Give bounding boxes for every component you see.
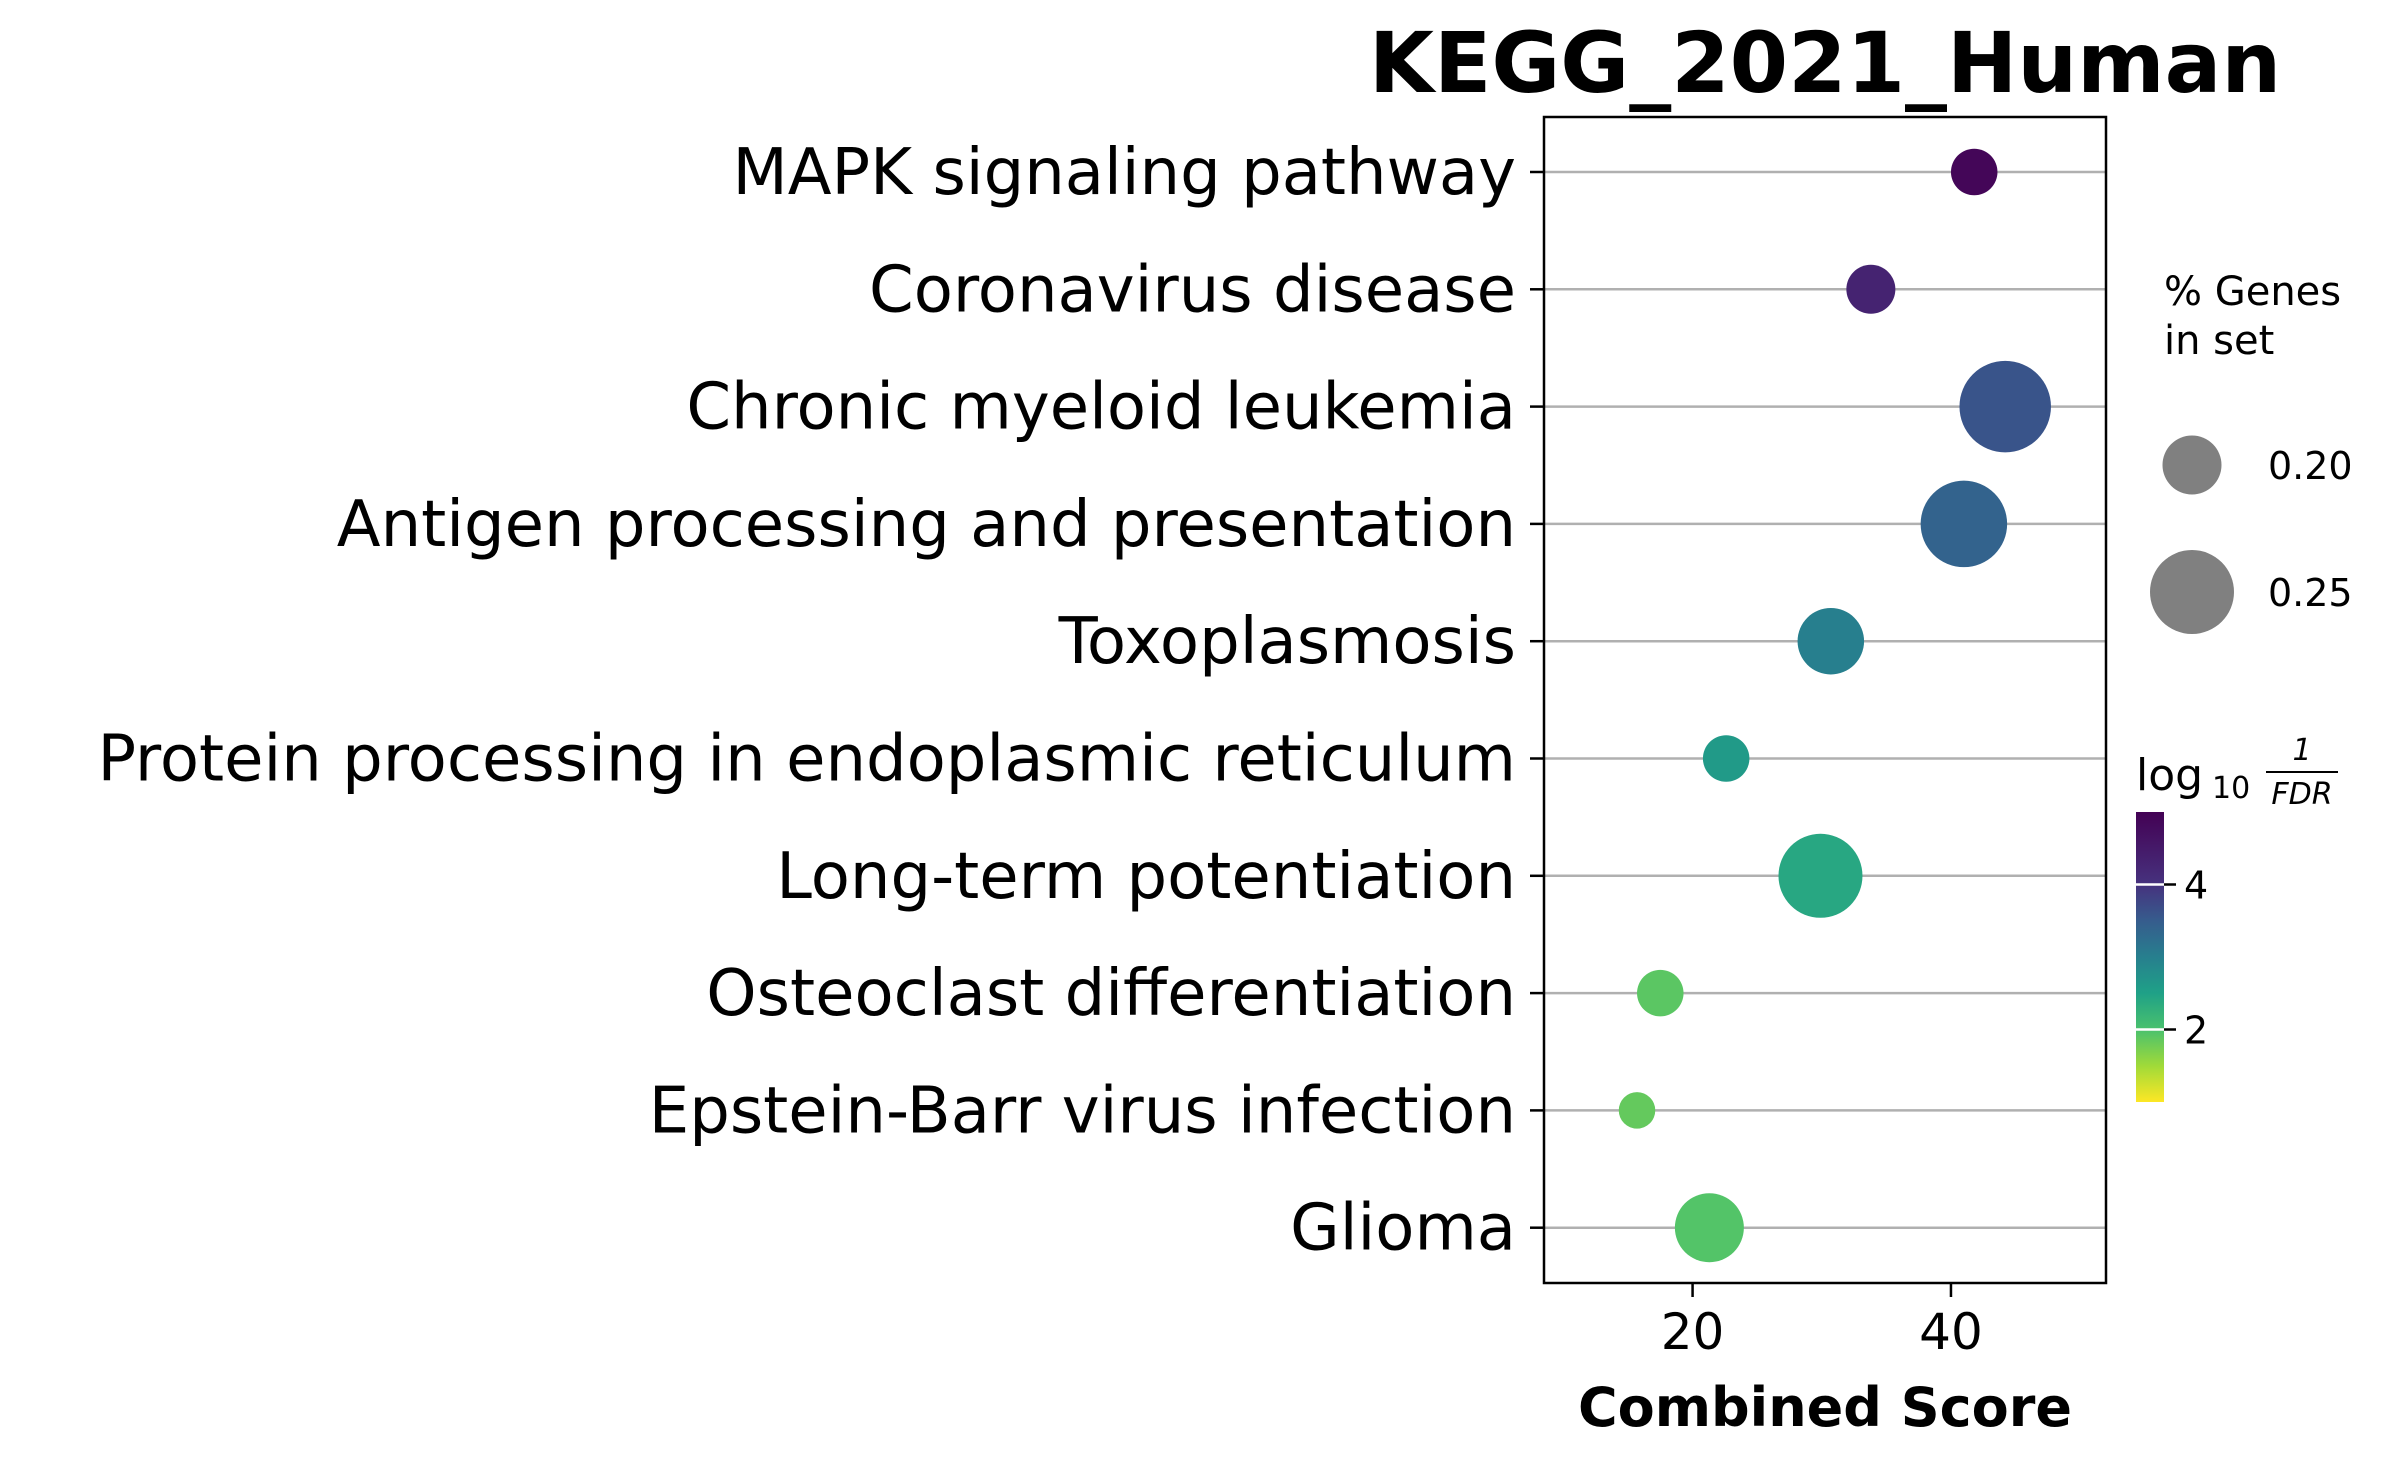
size-legend: % Genes in set 0.20 0.25 — [2150, 269, 2353, 634]
gridlines — [1544, 170, 2106, 1229]
y-tick-label: Glioma — [1290, 1192, 1516, 1266]
data-point — [1950, 148, 1998, 196]
colorbar-gradient — [2136, 812, 2164, 1102]
size-legend-marker — [2150, 550, 2234, 634]
data-point — [1618, 1092, 1656, 1129]
size-legend-title-line1: % Genes — [2164, 269, 2341, 315]
colorbar: log 10 1 FDR 24 — [2136, 733, 2338, 1102]
data-point — [1797, 607, 1865, 675]
data-point — [1920, 480, 2008, 568]
y-tick-label: Protein processing in endoplasmic reticu… — [97, 723, 1516, 797]
colorbar-title-subscript: 10 — [2212, 771, 2250, 806]
data-point — [1674, 1193, 1744, 1263]
colorbar-ticks: 24 — [2136, 864, 2208, 1053]
y-tick-label: Antigen processing and presentation — [337, 488, 1516, 562]
y-ticks — [1530, 170, 1544, 1229]
data-point — [1702, 735, 1750, 782]
y-tick-label: Long-term potentiation — [776, 840, 1516, 914]
data-points — [1618, 148, 2051, 1263]
data-point — [1637, 969, 1684, 1017]
y-tick-label: Chronic myeloid leukemia — [686, 371, 1516, 445]
size-legend-label: 0.25 — [2268, 571, 2353, 615]
colorbar-tick-label: 2 — [2184, 1009, 2208, 1053]
x-ticks: 20 40 — [1661, 1283, 1983, 1361]
size-legend-entries: 0.20 0.25 — [2150, 435, 2353, 634]
data-point — [1778, 833, 1863, 918]
size-legend-marker — [2162, 435, 2222, 495]
colorbar-title-log: log — [2136, 750, 2203, 801]
y-tick-label: Coronavirus disease — [869, 253, 1516, 327]
data-point — [1846, 264, 1896, 314]
y-tick-label: MAPK signaling pathway — [733, 136, 1516, 210]
y-tick-label: Toxoplasmosis — [1058, 605, 1516, 679]
data-point — [1959, 360, 2051, 453]
colorbar-tick-label: 4 — [2184, 864, 2208, 908]
x-axis-title: Combined Score — [1578, 1376, 2072, 1439]
x-tick-label: 20 — [1661, 1303, 1725, 1361]
size-legend-title-line2: in set — [2164, 318, 2274, 364]
y-tick-labels: MAPK signaling pathway Coronavirus diseas… — [97, 136, 1516, 1266]
colorbar-title-numerator: 1 — [2292, 733, 2311, 768]
y-tick-label: Osteoclast differentiation — [706, 957, 1516, 1031]
x-tick-label: 40 — [1919, 1303, 1983, 1361]
colorbar-title-denominator: FDR — [2271, 777, 2332, 812]
plot-frame — [1542, 115, 2108, 1285]
y-tick-label: Epstein-Barr virus infection — [649, 1074, 1516, 1148]
chart-title: KEGG_2021_Human — [1369, 14, 2281, 112]
size-legend-label: 0.20 — [2268, 444, 2353, 488]
